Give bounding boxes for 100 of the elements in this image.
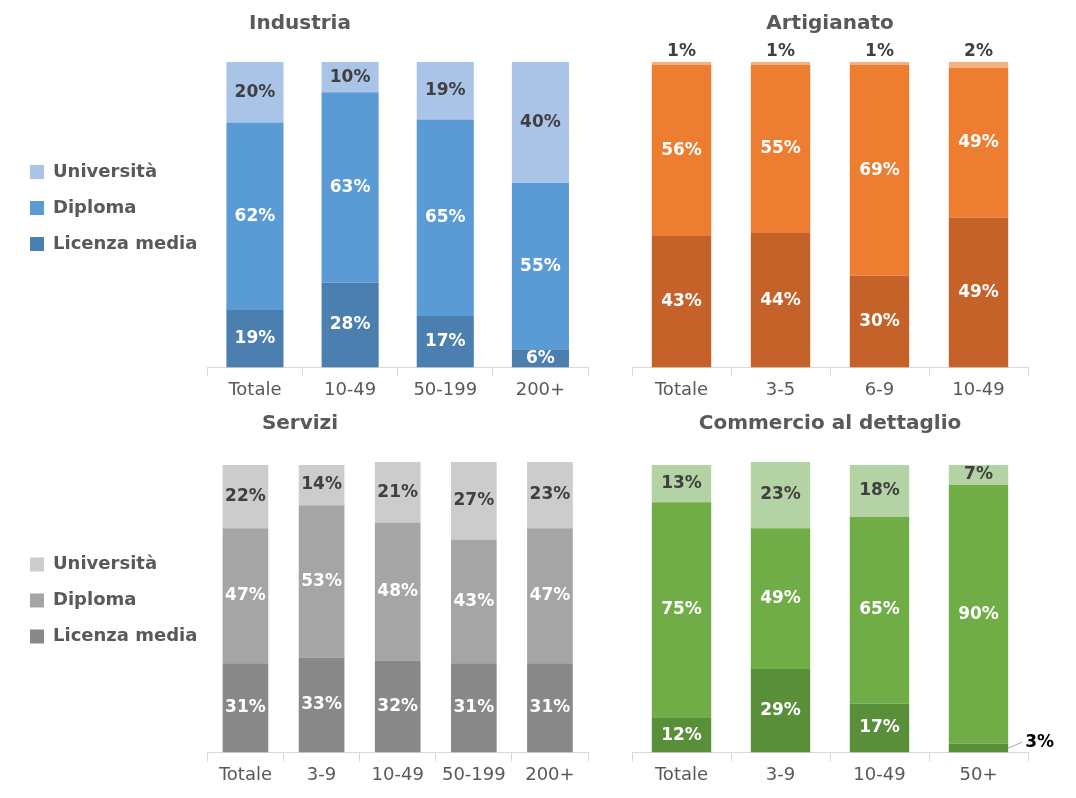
legend-label: Università	[53, 159, 158, 181]
data-label: 90%	[958, 602, 999, 623]
data-label: 2%	[964, 39, 993, 60]
data-label: 33%	[301, 693, 342, 714]
chart-title: Industria	[249, 10, 351, 35]
bar	[651, 65, 712, 237]
bar	[226, 122, 284, 310]
bar	[750, 233, 811, 368]
data-label: 13%	[661, 471, 702, 492]
bar	[750, 528, 811, 670]
data-label: 27%	[453, 489, 495, 510]
x-tick-label: 50-199	[413, 377, 478, 399]
data-label: 47%	[529, 584, 571, 605]
data-label: 21%	[377, 480, 419, 501]
bar	[527, 462, 573, 529]
x-tick-label: 6-9	[864, 377, 895, 399]
bar	[948, 743, 1009, 753]
chart-title: Artigianato	[766, 10, 894, 35]
bar	[750, 65, 811, 234]
data-label: 43%	[661, 290, 702, 311]
x-tick-label: 3-9	[306, 762, 337, 784]
data-label: 55%	[520, 254, 561, 275]
bar	[298, 657, 345, 753]
legend-label: Licenza media	[53, 624, 198, 646]
data-label: 62%	[234, 204, 276, 225]
data-label: 56%	[661, 138, 702, 159]
bar	[226, 309, 284, 368]
data-label: 75%	[661, 598, 702, 619]
data-label: 14%	[301, 473, 342, 494]
data-label: 32%	[377, 694, 419, 715]
bar	[527, 663, 573, 753]
data-label: 1%	[865, 39, 894, 60]
bar	[222, 663, 269, 753]
data-label: 55%	[760, 137, 801, 158]
data-label: 10%	[329, 65, 371, 86]
data-label: 3%	[1025, 730, 1055, 751]
data-label: 28%	[329, 313, 371, 334]
bar	[511, 182, 569, 350]
data-label: 23%	[760, 483, 801, 504]
bar	[849, 65, 910, 276]
bar	[849, 62, 910, 66]
bar	[450, 539, 497, 664]
x-tick-label: 10-49	[853, 762, 906, 784]
x-tick-label: Totale	[653, 762, 709, 784]
bar	[321, 282, 379, 368]
bar	[450, 663, 497, 753]
chart-title: Commercio al dettaglio	[698, 410, 962, 435]
x-tick-label: 10-49	[952, 377, 1005, 399]
data-label: 17%	[859, 716, 900, 737]
bar	[948, 217, 1009, 368]
legend-label: Diploma	[53, 588, 137, 610]
bar	[374, 522, 421, 661]
legend-label: Licenza media	[53, 231, 198, 253]
data-label: 49%	[958, 281, 999, 301]
data-label: 40%	[520, 110, 561, 131]
bar	[948, 62, 1009, 69]
data-label: 65%	[859, 598, 900, 619]
data-label: 1%	[766, 39, 795, 60]
bar	[750, 669, 811, 753]
data-label: 49%	[760, 587, 801, 607]
x-tick-label: 50+	[959, 762, 998, 784]
data-label: 19%	[234, 327, 276, 348]
bar	[321, 92, 379, 283]
bar	[750, 62, 811, 66]
x-tick-label: Totale	[227, 377, 282, 399]
data-label: 63%	[329, 175, 371, 196]
bar	[374, 660, 421, 753]
x-tick-label: 200+	[515, 377, 566, 399]
data-label: 18%	[859, 479, 900, 500]
bar	[226, 62, 284, 123]
data-label: 19%	[424, 79, 466, 100]
data-label: 30%	[859, 310, 900, 331]
bar	[450, 462, 497, 540]
data-label: 12%	[661, 723, 702, 744]
data-label: 22%	[225, 484, 266, 505]
x-tick-label: 3-5	[765, 377, 796, 399]
x-tick-label: Totale	[653, 377, 709, 399]
data-label: 49%	[958, 131, 999, 152]
bar	[511, 62, 569, 183]
data-label: 43%	[453, 589, 495, 610]
data-label: 7%	[964, 463, 993, 484]
legend-label: Diploma	[53, 195, 137, 217]
x-tick-label: 3-9	[765, 762, 796, 784]
x-tick-label: 200+	[525, 762, 575, 784]
data-label: 17%	[424, 330, 466, 351]
bar	[750, 462, 811, 529]
data-label: 48%	[377, 579, 419, 600]
chart-title: Servizi	[261, 410, 339, 435]
data-label: 31%	[453, 696, 495, 717]
bar	[849, 516, 910, 704]
data-label: 6%	[525, 346, 555, 367]
bar	[651, 62, 712, 66]
x-tick-label: Totale	[217, 762, 273, 784]
x-tick-label: 10-49	[323, 377, 377, 399]
x-tick-label: 10-49	[371, 762, 424, 784]
bar	[948, 68, 1009, 218]
bar	[849, 275, 910, 368]
bar	[651, 502, 712, 718]
data-label: 29%	[760, 699, 801, 720]
data-label: 44%	[760, 288, 801, 309]
